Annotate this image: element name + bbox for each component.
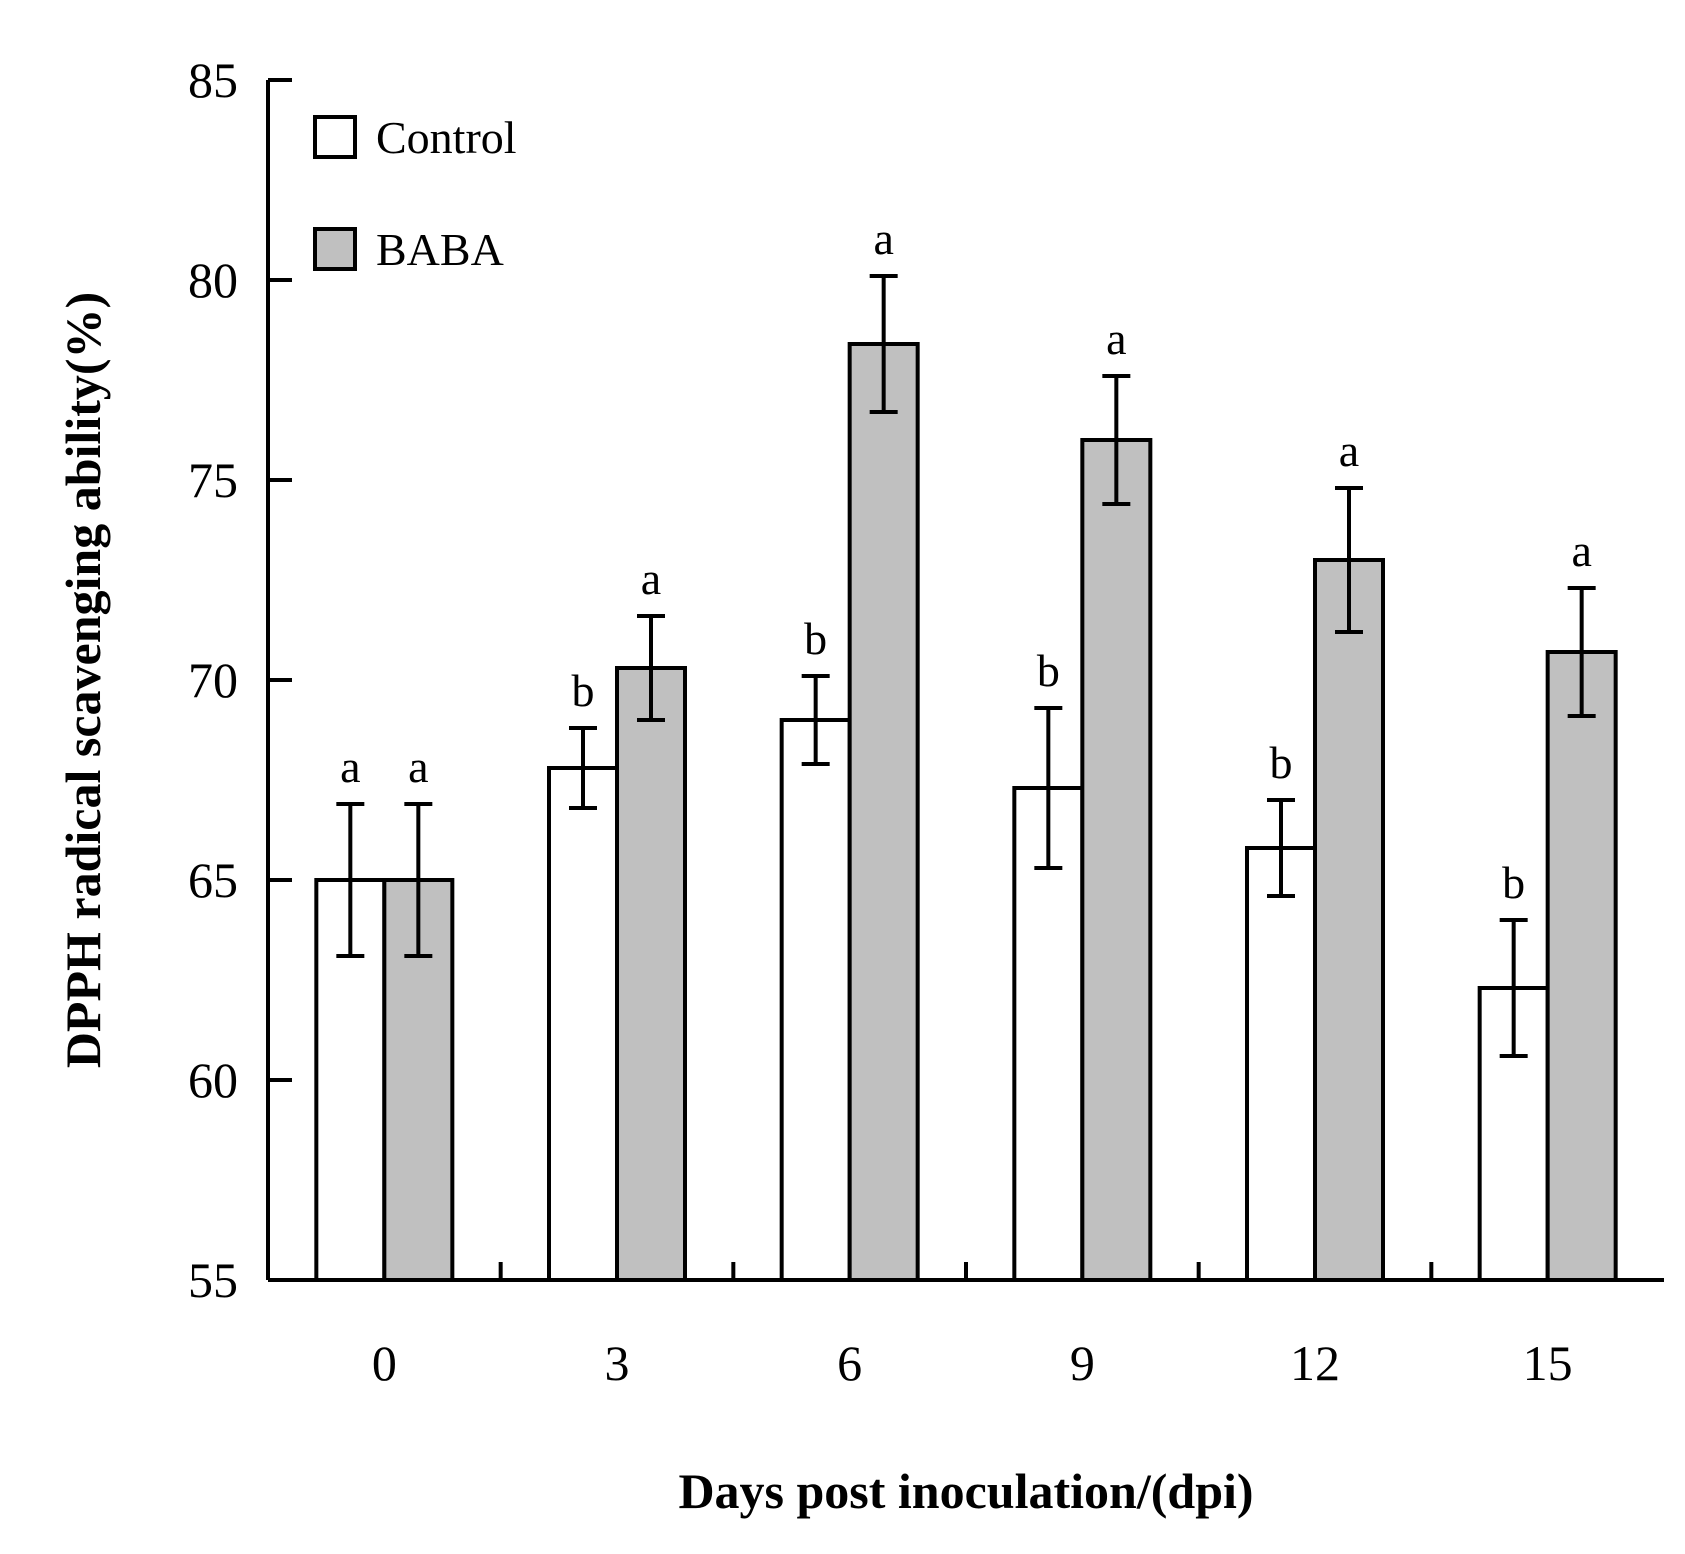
- significance-label-control-15: b: [1502, 857, 1525, 908]
- significance-label-baba-0: a: [408, 741, 428, 792]
- significance-label-baba-15: a: [1571, 525, 1591, 576]
- x-tick-label-12: 12: [1290, 1335, 1340, 1391]
- significance-label-control-0: a: [340, 741, 360, 792]
- legend-label-control: Control: [376, 112, 517, 163]
- y-tick-label-75: 75: [188, 452, 238, 508]
- significance-label-baba-12: a: [1339, 425, 1359, 476]
- significance-label-baba-6: a: [873, 213, 893, 264]
- legend-swatch-baba: [313, 227, 357, 271]
- y-tick-label-55: 55: [188, 1252, 238, 1308]
- y-axis-title: DPPH radical scavenging ability(%): [55, 292, 111, 1068]
- error-bar-baba-15: [1567, 586, 1596, 718]
- significance-label-control-6: b: [804, 613, 827, 664]
- error-bar-baba-9: [1102, 374, 1131, 506]
- bar-control-3: [547, 766, 619, 1282]
- error-bar-baba-3: [637, 614, 665, 722]
- bar-baba-9: [1080, 438, 1153, 1282]
- y-tick-label-85: 85: [188, 52, 238, 108]
- error-bar-control-0: [336, 802, 365, 958]
- y-tick-label-60: 60: [188, 1052, 238, 1108]
- bar-baba-6: [847, 342, 920, 1282]
- error-bar-control-6: [801, 674, 830, 766]
- bar-baba-3: [615, 666, 687, 1282]
- significance-label-baba-9: a: [1106, 313, 1126, 364]
- bar-baba-12: [1313, 558, 1385, 1282]
- x-tick-label-15: 15: [1523, 1335, 1573, 1391]
- bar-control-6: [779, 718, 852, 1282]
- legend-label-baba: BABA: [376, 224, 504, 275]
- error-bar-control-9: [1034, 706, 1063, 870]
- legend: Control BABA: [313, 112, 517, 275]
- x-tick-label-3: 3: [605, 1335, 630, 1391]
- significance-label-control-12: b: [1270, 737, 1293, 788]
- x-axis-title: Days post inoculation/(dpi): [678, 1463, 1253, 1519]
- x-tick-label-6: 6: [837, 1335, 862, 1391]
- error-bar-baba-0: [404, 802, 433, 958]
- y-tick-label-80: 80: [188, 252, 238, 308]
- axes-layer: 55 60 65 70 75 80 85 0 3 6 9 12 15: [188, 52, 1664, 1391]
- x-tick-label-9: 9: [1070, 1335, 1095, 1391]
- significance-label-baba-3: a: [641, 553, 661, 604]
- significance-label-control-3: b: [572, 665, 595, 716]
- error-bar-control-3: [569, 726, 597, 810]
- y-tick-label-65: 65: [188, 852, 238, 908]
- error-bar-baba-6: [869, 274, 898, 414]
- error-bar-control-15: [1499, 918, 1528, 1058]
- error-bar-baba-12: [1335, 486, 1363, 634]
- y-tick-label-70: 70: [188, 652, 238, 708]
- significance-label-control-9: b: [1037, 645, 1060, 696]
- legend-item-baba: BABA: [313, 224, 504, 275]
- legend-item-control: Control: [313, 112, 517, 163]
- bar-control-12: [1245, 846, 1317, 1282]
- legend-swatch-control: [313, 115, 357, 159]
- bar-baba-15: [1545, 650, 1618, 1282]
- error-bar-control-12: [1267, 798, 1295, 898]
- x-tick-label-0: 0: [372, 1335, 397, 1391]
